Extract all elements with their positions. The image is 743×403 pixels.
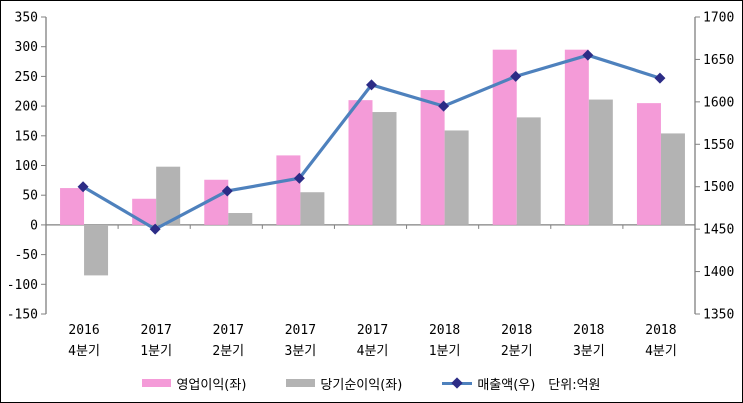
category-label-quarter: 3분기: [573, 344, 605, 359]
left-axis-tick-label: 350: [15, 11, 38, 26]
left-axis-tick-label: -100: [7, 278, 38, 293]
category-label-quarter: 1분기: [140, 344, 172, 359]
legend-swatch-operating-profit: [142, 379, 172, 387]
revenue-marker: [582, 49, 594, 61]
revenue-marker: [438, 100, 450, 112]
bar-operating-profit: [564, 49, 589, 225]
category-label-quarter: 3분기: [285, 344, 317, 359]
legend-label-operating-profit: 영업이익(좌): [176, 377, 247, 393]
bar-operating-profit: [636, 103, 661, 225]
bar-net-income: [228, 213, 253, 225]
bar-net-income: [372, 112, 397, 225]
bar-net-income: [84, 224, 109, 276]
revenue-marker: [149, 223, 161, 235]
bar-net-income: [516, 117, 541, 225]
chart-legend: 영업이익(좌) 당기순이익(좌) 매출액(우) 단위:억원: [1, 370, 742, 396]
legend-line-marker-swatch: [442, 376, 473, 389]
category-label-year: 2017: [357, 323, 388, 338]
legend-item-revenue: 매출액(우) 단위:억원: [442, 374, 601, 393]
legend-label-net-income: 당기순이익(좌): [320, 377, 403, 393]
right-axis-tick-label: 1650: [703, 53, 734, 68]
category-label-year: 2018: [429, 323, 460, 338]
bar-net-income: [588, 99, 613, 225]
category-label-year: 2017: [285, 323, 316, 338]
left-axis-tick-label: 0: [30, 218, 38, 233]
right-axis-tick-label: 1350: [703, 308, 734, 323]
legend-swatch-net-income: [286, 379, 316, 387]
legend-item-net-income: 당기순이익(좌): [286, 374, 402, 393]
left-axis-tick-label: 50: [22, 189, 38, 204]
left-axis-tick-label: -50: [15, 248, 38, 263]
diamond-marker-icon: [451, 376, 463, 389]
right-axis-tick-label: 1550: [703, 138, 734, 153]
left-axis-tick-label: 250: [15, 70, 38, 85]
category-label-year: 2017: [213, 323, 244, 338]
bar-operating-profit: [60, 188, 85, 225]
legend-item-operating-profit: 영업이익(좌): [142, 374, 246, 393]
bar-operating-profit: [420, 90, 445, 225]
right-axis-tick-label: 1450: [703, 223, 734, 238]
revenue-marker: [654, 72, 666, 84]
category-label-quarter: 4분기: [68, 344, 100, 359]
left-axis-tick-label: 100: [15, 159, 38, 174]
category-label-quarter: 4분기: [357, 344, 389, 359]
right-axis-tick-label: 1500: [703, 180, 734, 195]
revenue-marker: [510, 70, 522, 82]
right-axis-tick-label: 1400: [703, 265, 734, 280]
left-axis-tick-label: 200: [15, 100, 38, 115]
bar-operating-profit: [348, 100, 373, 225]
bar-operating-profit: [276, 155, 301, 225]
bar-net-income: [156, 166, 181, 225]
bar-operating-profit: [132, 198, 157, 225]
bar-net-income: [660, 133, 685, 225]
category-label-quarter: 2분기: [212, 344, 244, 359]
legend-label-revenue: 매출액(우): [477, 377, 536, 393]
category-label-quarter: 1분기: [429, 344, 461, 359]
revenue-marker: [366, 79, 377, 91]
unit-note: 단위:억원: [548, 377, 601, 393]
category-label-year: 2017: [141, 323, 172, 338]
right-axis-tick-label: 1600: [703, 95, 734, 110]
bar-net-income: [444, 130, 469, 225]
right-axis-tick-label: 1700: [703, 11, 734, 26]
category-label-year: 2018: [573, 323, 604, 338]
category-label-year: 2018: [645, 323, 676, 338]
left-axis-tick-label: -150: [7, 308, 38, 323]
left-axis-tick-label: 300: [15, 40, 38, 55]
left-axis-tick-label: 150: [15, 129, 38, 144]
category-label-quarter: 2분기: [501, 344, 533, 359]
revenue-marker: [77, 181, 89, 193]
category-label-quarter: 4분기: [645, 344, 677, 359]
bar-net-income: [300, 192, 325, 225]
category-label-year: 2018: [501, 323, 532, 338]
revenue-marker: [293, 172, 305, 184]
revenue-marker: [221, 185, 233, 197]
category-label-year: 2016: [68, 323, 99, 338]
